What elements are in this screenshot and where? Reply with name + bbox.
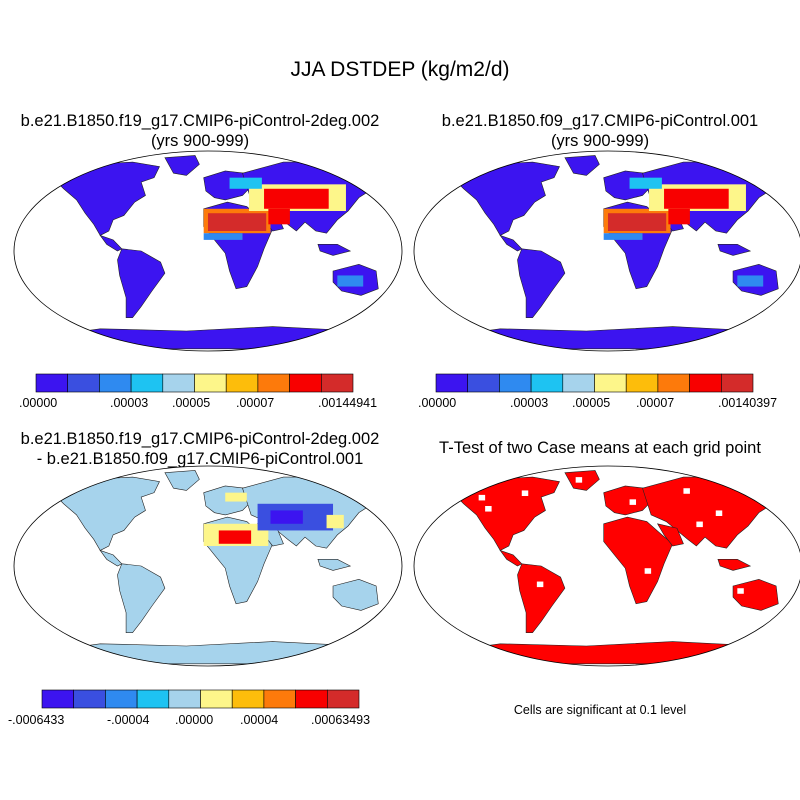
- cb1-label-0: .00000: [19, 396, 58, 410]
- data-cell: [218, 530, 252, 544]
- data-cell: [268, 208, 290, 225]
- data-cell: [696, 521, 703, 528]
- cb3-label-2: .00000: [175, 713, 214, 727]
- map-frame: [13, 150, 403, 352]
- panel2-title: b.e21.B1850.f09_g17.CMIP6-piControl.001 …: [400, 111, 800, 151]
- cb2-label-4: .00140397: [718, 396, 778, 410]
- data-cell: [225, 492, 247, 502]
- colorbar-swatch: [257, 373, 290, 393]
- data-cell: [337, 275, 364, 287]
- colorbar-swatch: [689, 373, 722, 393]
- data-cell: [326, 514, 344, 529]
- colorbar-swatch: [130, 373, 164, 393]
- colorbar-swatch: [289, 373, 322, 393]
- colorbar-swatch: [67, 373, 100, 393]
- colorbar-swatch: [194, 373, 227, 393]
- cb1-label-2: .00005: [172, 396, 211, 410]
- panel1-title: b.e21.B1850.f19_g17.CMIP6-piControl-2deg…: [0, 111, 400, 151]
- cb2-label-3: .00007: [636, 396, 675, 410]
- colorbar-swatch: [73, 689, 106, 709]
- map-frame: [13, 465, 403, 667]
- data-cell: [644, 568, 652, 574]
- cb1-label-1: .00003: [110, 396, 149, 410]
- colorbar-swatch: [136, 689, 170, 709]
- colorbar-swatch: [200, 689, 233, 709]
- colorbar-swatch: [657, 373, 690, 393]
- cb2-label-0: .00000: [418, 396, 457, 410]
- colorbar-swatch: [105, 689, 138, 709]
- data-cell: [737, 588, 744, 594]
- colorbar-swatch: [263, 689, 296, 709]
- colorbar-swatch: [231, 689, 265, 709]
- colorbar-swatch: [162, 373, 195, 393]
- panel3-title-line1: b.e21.B1850.f19_g17.CMIP6-piControl-2deg…: [20, 430, 380, 448]
- colorbar-swatch: [594, 373, 627, 393]
- data-cell: [270, 510, 303, 524]
- data-cell: [664, 188, 729, 209]
- data-cell: [668, 208, 690, 225]
- colorbar-swatch: [295, 689, 328, 709]
- map-panel-2: [413, 150, 800, 352]
- data-cell: [608, 213, 667, 231]
- data-cell: [603, 233, 643, 240]
- data-cell: [208, 213, 267, 231]
- cb2-label-2: .00005: [572, 396, 611, 410]
- figure-title: JJA DSTDEP (kg/m2/d): [290, 58, 510, 81]
- data-cell: [536, 581, 544, 588]
- colorbar-2: [435, 373, 754, 393]
- data-cell: [229, 177, 262, 189]
- cb3-label-1: -.00004: [107, 713, 150, 727]
- data-cell: [629, 177, 662, 189]
- colorbar-swatch: [41, 689, 75, 709]
- panel3-title-line2: - b.e21.B1850.f09_g17.CMIP6-piControl.00…: [36, 450, 364, 468]
- colorbar-swatch: [320, 373, 354, 393]
- panel1-title-line1: b.e21.B1850.f19_g17.CMIP6-piControl-2deg…: [20, 112, 380, 130]
- colorbar-swatch: [467, 373, 500, 393]
- data-cell: [264, 188, 329, 209]
- cb3-label-3: .00004: [240, 713, 279, 727]
- cb3-label-0: -.0006433: [8, 713, 65, 727]
- data-cell: [575, 477, 583, 483]
- map-panel-1: [13, 150, 403, 352]
- data-cell: [478, 494, 486, 501]
- colorbar-swatch: [720, 373, 754, 393]
- colorbar-swatch: [326, 689, 360, 709]
- colorbar-swatch: [625, 373, 659, 393]
- colorbar-swatch: [99, 373, 132, 393]
- panel2-title-line1: b.e21.B1850.f09_g17.CMIP6-piControl.001: [441, 112, 759, 130]
- cb2-label-1: .00003: [510, 396, 549, 410]
- data-cell: [534, 526, 542, 532]
- colorbar-1: [35, 373, 354, 393]
- colorbar-swatch: [168, 689, 201, 709]
- data-cell: [203, 233, 243, 240]
- map-panel-3: [13, 465, 403, 667]
- cb3-label-4: .00063493: [311, 713, 371, 727]
- colorbar-3: [41, 689, 360, 709]
- panel4-title: T-Test of two Case means at each grid po…: [400, 438, 800, 458]
- panel3-title: b.e21.B1850.f19_g17.CMIP6-piControl-2deg…: [0, 429, 400, 469]
- colorbar-swatch: [35, 373, 69, 393]
- panel4-title-line1: T-Test of two Case means at each grid po…: [439, 439, 761, 457]
- data-cell: [683, 488, 690, 494]
- panel2-title-line2: (yrs 900-999): [550, 132, 650, 150]
- cb1-label-4: .00144941: [318, 396, 378, 410]
- colorbar-swatch: [435, 373, 469, 393]
- colorbar-swatch: [562, 373, 595, 393]
- map-panel-4: [413, 465, 800, 667]
- data-cell: [737, 275, 764, 287]
- data-cell: [521, 490, 529, 496]
- cb1-label-3: .00007: [236, 396, 275, 410]
- significance-note: Cells are significant at 0.1 level: [513, 703, 687, 717]
- colorbar-swatch: [530, 373, 564, 393]
- data-cell: [485, 506, 492, 512]
- map-frame: [413, 150, 800, 352]
- data-cell: [629, 499, 637, 505]
- map-frame: [413, 465, 800, 667]
- colorbar-swatch: [225, 373, 259, 393]
- colorbar-swatch: [499, 373, 532, 393]
- panel1-title-line2: (yrs 900-999): [150, 132, 250, 150]
- data-cell: [715, 510, 723, 516]
